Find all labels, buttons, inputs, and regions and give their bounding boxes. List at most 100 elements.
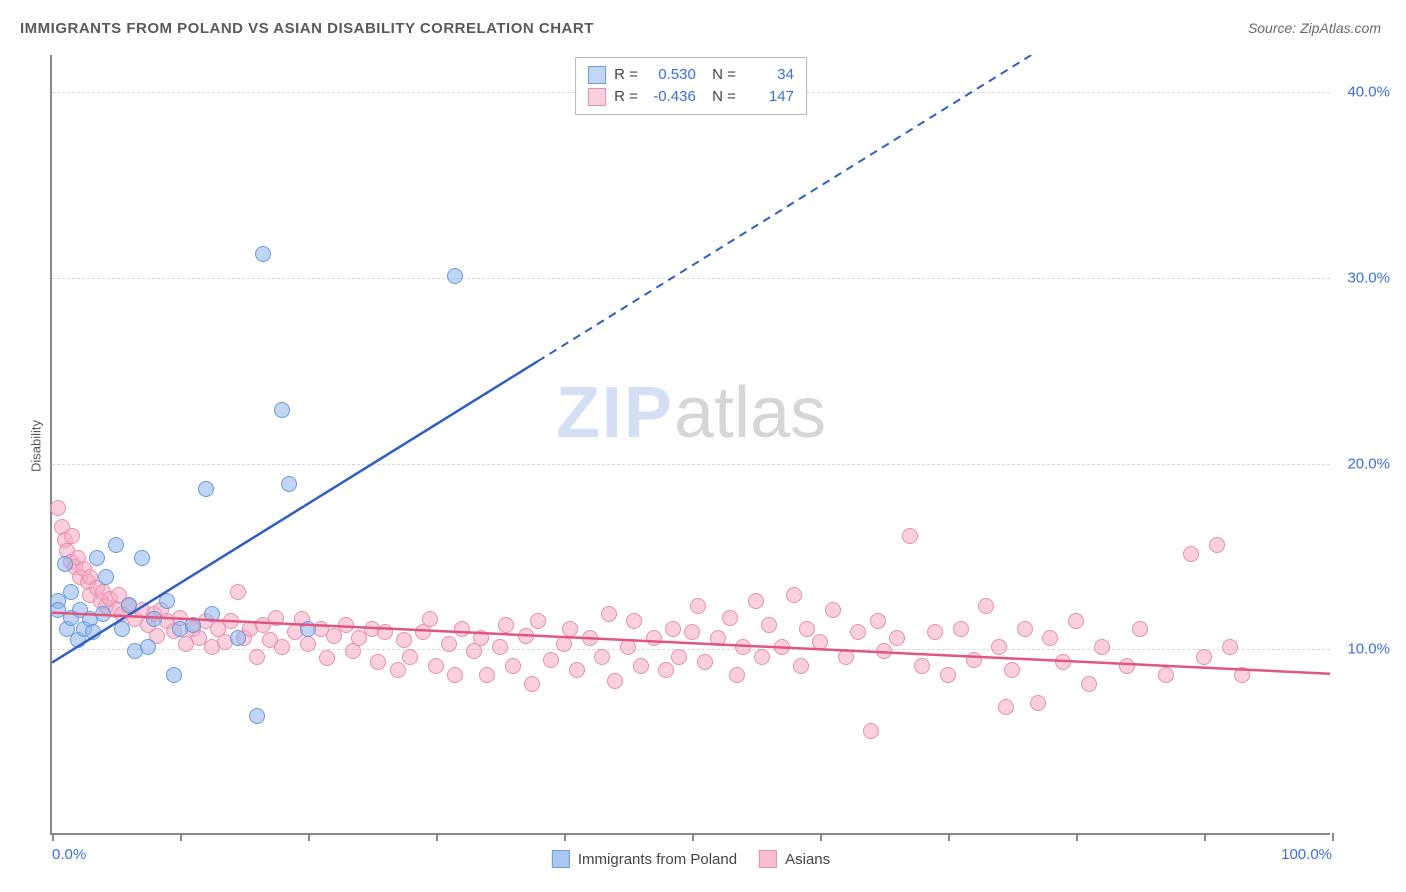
legend-n-label: N = [704,64,736,86]
data-point [543,652,559,668]
data-point [338,617,354,633]
legend-r-value-1: -0.436 [646,86,696,108]
legend-r-value-0: 0.530 [646,64,696,86]
data-point [255,246,271,262]
y-axis-label: Disability [29,420,44,472]
data-point [735,639,751,655]
data-point [889,630,905,646]
data-point [1094,639,1110,655]
data-point [249,708,265,724]
data-point [940,667,956,683]
x-tick-label: 100.0% [1281,846,1332,863]
data-point [1158,667,1174,683]
data-point [390,662,406,678]
watermark-atlas: atlas [674,373,826,453]
data-point [978,598,994,614]
data-point [1132,621,1148,637]
data-point [1068,613,1084,629]
data-point [402,649,418,665]
y-tick-label: 20.0% [1347,455,1390,472]
data-point [134,550,150,566]
data-point [1055,654,1071,670]
data-point [268,610,284,626]
data-point [876,643,892,659]
x-tick [436,833,438,841]
data-point [786,587,802,603]
data-point [121,597,137,613]
x-tick-label: 0.0% [52,846,86,863]
legend-row-series-1: R = -0.436 N = 147 [588,86,794,108]
swatch-series-0 [588,66,606,84]
legend-item-0: Immigrants from Poland [552,850,737,868]
data-point [729,667,745,683]
data-point [166,667,182,683]
data-point [620,639,636,655]
data-point [1030,695,1046,711]
data-point [671,649,687,665]
gridline-h [52,649,1330,650]
data-point [146,611,162,627]
data-point [927,624,943,640]
data-point [697,654,713,670]
data-point [98,569,114,585]
chart-title: IMMIGRANTS FROM POLAND VS ASIAN DISABILI… [20,20,594,37]
data-point [1119,658,1135,674]
data-point [902,528,918,544]
data-point [447,667,463,683]
data-point [249,649,265,665]
data-point [774,639,790,655]
data-point [838,649,854,665]
data-point [159,593,175,609]
legend-row-series-0: R = 0.530 N = 34 [588,64,794,86]
data-point [863,723,879,739]
data-point [377,624,393,640]
data-point [1004,662,1020,678]
data-point [108,537,124,553]
data-point [754,649,770,665]
y-tick-label: 30.0% [1347,269,1390,286]
x-tick [1332,833,1334,841]
swatch-bottom-0 [552,850,570,868]
data-point [441,636,457,652]
x-tick [1076,833,1078,841]
legend-item-1: Asians [759,850,830,868]
data-point [601,606,617,622]
source-attribution: Source: ZipAtlas.com [1248,20,1381,36]
data-point [1209,537,1225,553]
x-tick [948,833,950,841]
data-point [505,658,521,674]
data-point [396,632,412,648]
data-point [991,639,1007,655]
x-tick [308,833,310,841]
x-tick [52,833,54,841]
data-point [422,611,438,627]
swatch-series-1 [588,88,606,106]
data-point [722,610,738,626]
scatter-plot-area: ZIPatlas R = 0.530 N = 34 R = -0.436 N =… [50,55,1330,835]
data-point [57,556,73,572]
data-point [562,621,578,637]
data-point [626,613,642,629]
legend-r-label: R = [614,64,638,86]
data-point [300,621,316,637]
data-point [825,602,841,618]
trend-lines-svg [52,55,1330,833]
x-tick [692,833,694,841]
data-point [870,613,886,629]
data-point [498,617,514,633]
data-point [454,621,470,637]
data-point [556,636,572,652]
data-point [953,621,969,637]
data-point [281,476,297,492]
data-point [479,667,495,683]
data-point [274,639,290,655]
correlation-legend: R = 0.530 N = 34 R = -0.436 N = 147 [575,57,807,115]
data-point [1183,546,1199,562]
data-point [50,500,66,516]
swatch-bottom-1 [759,850,777,868]
data-point [684,624,700,640]
x-tick [180,833,182,841]
data-point [319,650,335,666]
data-point [793,658,809,674]
data-point [524,676,540,692]
